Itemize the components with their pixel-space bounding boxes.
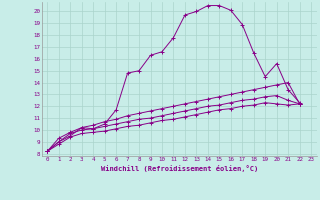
X-axis label: Windchill (Refroidissement éolien,°C): Windchill (Refroidissement éolien,°C): [100, 165, 258, 172]
